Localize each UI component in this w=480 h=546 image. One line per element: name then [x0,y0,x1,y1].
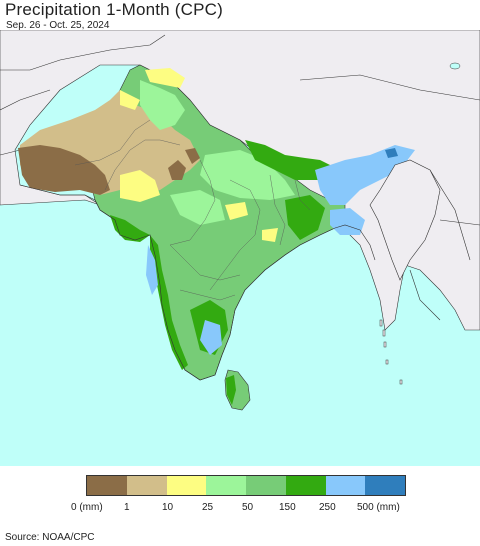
legend-label: 10 [162,502,174,513]
region-blue-southeast [200,320,222,355]
region-blue-westcoast [146,245,158,295]
map-title: Precipitation 1-Month (CPC) [5,0,223,19]
outside-borders [0,34,480,321]
region-very-dry [18,145,110,195]
precipitation-map [0,30,480,466]
legend-color-bar [86,475,406,496]
region-lightgreen-north [140,80,185,130]
region-yellow-north [145,68,185,88]
legend-swatch [246,476,286,495]
legend-label: 25 [202,502,214,513]
legend-swatch [87,476,127,495]
lake [449,62,461,70]
legend-swatch [126,476,167,495]
legend-swatch [166,476,207,495]
region-yellow-east [262,228,278,242]
legend-label: 500 (mm) [357,502,400,513]
legend-labels: 0 (mm) 1 10 25 50 150 250 500 (mm) [0,502,480,516]
region-lightgreen-central [170,190,225,225]
region-yellow-central [225,202,248,220]
legend-label: 250 [319,502,336,513]
region-yellow-mid [120,90,140,110]
region-myanmar [369,159,441,281]
legend-swatch [365,476,405,495]
region-darkgreen-gujarat [110,215,150,242]
map-subtitle: Sep. 26 - Oct. 25, 2024 [6,20,110,31]
internal-boundaries [74,119,311,301]
legend-label: 0 (mm) [71,502,103,513]
region-yellow-thar [120,170,160,202]
legend-label: 50 [242,502,254,513]
legend-swatch [206,476,246,495]
region-lightgreen-plain [200,150,295,200]
legend-swatch [285,476,326,495]
coastline [19,184,376,381]
region-darkgreen-east [285,195,325,240]
region-blue-bengal [330,208,365,235]
legend-swatch [325,476,366,495]
region-darkgreen-westcoast [150,235,188,370]
legend-label: 150 [279,502,296,513]
region-sri-lanka-wet [226,375,236,405]
region-darkblue-spot [385,148,398,158]
legend-label: 1 [124,502,130,513]
region-very-dry-2 [168,160,186,180]
region-blue-northeast [315,145,415,205]
islands [379,319,403,385]
region-very-dry-3 [185,148,200,164]
source-credit: Source: NOAA/CPC [5,532,95,543]
